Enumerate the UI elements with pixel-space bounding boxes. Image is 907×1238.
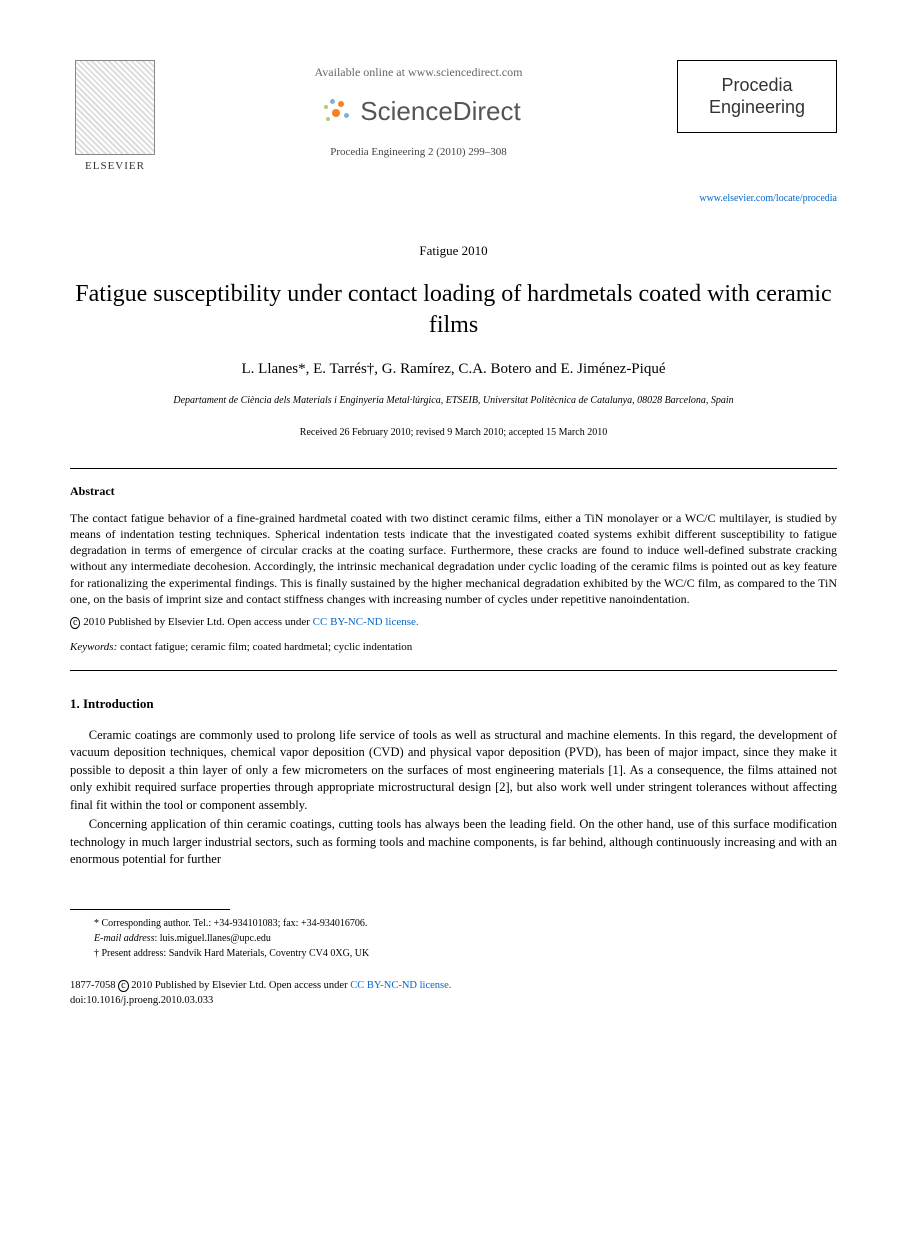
copyright-icon: c xyxy=(70,617,80,629)
abstract-heading: Abstract xyxy=(70,483,837,500)
affiliation-text: Departament de Ciència dels Materials i … xyxy=(70,394,837,408)
copyright-line: c 2010 Published by Elsevier Ltd. Open a… xyxy=(70,615,837,630)
sciencedirect-logo: ScienceDirect xyxy=(160,93,677,129)
footnote-email: E-mail address: luis.miguel.llanes@upc.e… xyxy=(70,931,837,946)
author-list: L. Llanes*, E. Tarrés†, G. Ramírez, C.A.… xyxy=(70,359,837,380)
doi-text: doi:10.1016/j.proeng.2010.03.033 xyxy=(70,994,837,1009)
footnote-present-address: † Present address: Sandvik Hard Material… xyxy=(70,946,837,961)
section-1-para-1: Ceramic coatings are commonly used to pr… xyxy=(70,727,837,815)
journal-name-line1: Procedia xyxy=(690,75,824,97)
publisher-label: ELSEVIER xyxy=(70,159,160,174)
footer-copyright-text: 2010 Published by Elsevier Ltd. xyxy=(129,980,269,991)
email-value: : luis.miguel.llanes@upc.edu xyxy=(154,933,270,944)
elsevier-tree-icon xyxy=(75,60,155,155)
divider xyxy=(70,670,837,671)
header-row: ELSEVIER Available online at www.science… xyxy=(70,60,837,174)
email-label: E-mail address xyxy=(94,933,154,944)
divider xyxy=(70,468,837,469)
footnote-divider xyxy=(70,909,230,910)
section-1-para-2: Concerning application of thin ceramic c… xyxy=(70,816,837,869)
conference-name: Fatigue 2010 xyxy=(70,242,837,260)
footer-copyright: 1877-7058 c 2010 Published by Elsevier L… xyxy=(70,979,837,994)
available-online-text: Available online at www.sciencedirect.co… xyxy=(160,64,677,81)
header-center: Available online at www.sciencedirect.co… xyxy=(160,60,677,161)
abstract-body: The contact fatigue behavior of a fine-g… xyxy=(70,510,837,607)
sciencedirect-dots-icon xyxy=(316,99,352,123)
keywords-label: Keywords: xyxy=(70,641,117,653)
license-prefix: Open access under xyxy=(269,980,350,991)
journal-title-box: Procedia Engineering xyxy=(677,60,837,133)
publisher-logo-block: ELSEVIER xyxy=(70,60,160,174)
copyright-icon: c xyxy=(118,980,128,992)
footnote-corresponding: * Corresponding author. Tel.: +34-934101… xyxy=(70,916,837,931)
article-title: Fatigue susceptibility under contact loa… xyxy=(70,279,837,341)
sciencedirect-wordmark: ScienceDirect xyxy=(360,93,520,129)
journal-reference: Procedia Engineering 2 (2010) 299–308 xyxy=(160,145,677,160)
article-dates: Received 26 February 2010; revised 9 Mar… xyxy=(70,426,837,440)
journal-url-link[interactable]: www.elsevier.com/locate/procedia xyxy=(70,192,837,206)
keywords-line: Keywords: contact fatigue; ceramic film;… xyxy=(70,640,837,655)
copyright-text: 2010 Published by Elsevier Ltd. xyxy=(80,616,227,628)
section-1-heading: 1. Introduction xyxy=(70,695,837,713)
license-link[interactable]: CC BY-NC-ND license. xyxy=(350,980,451,991)
license-prefix: Open access under xyxy=(227,616,312,628)
issn: 1877-7058 xyxy=(70,980,118,991)
journal-name-line2: Engineering xyxy=(690,97,824,119)
keywords-list: contact fatigue; ceramic film; coated ha… xyxy=(117,641,412,653)
license-link[interactable]: CC BY-NC-ND license. xyxy=(313,616,419,628)
